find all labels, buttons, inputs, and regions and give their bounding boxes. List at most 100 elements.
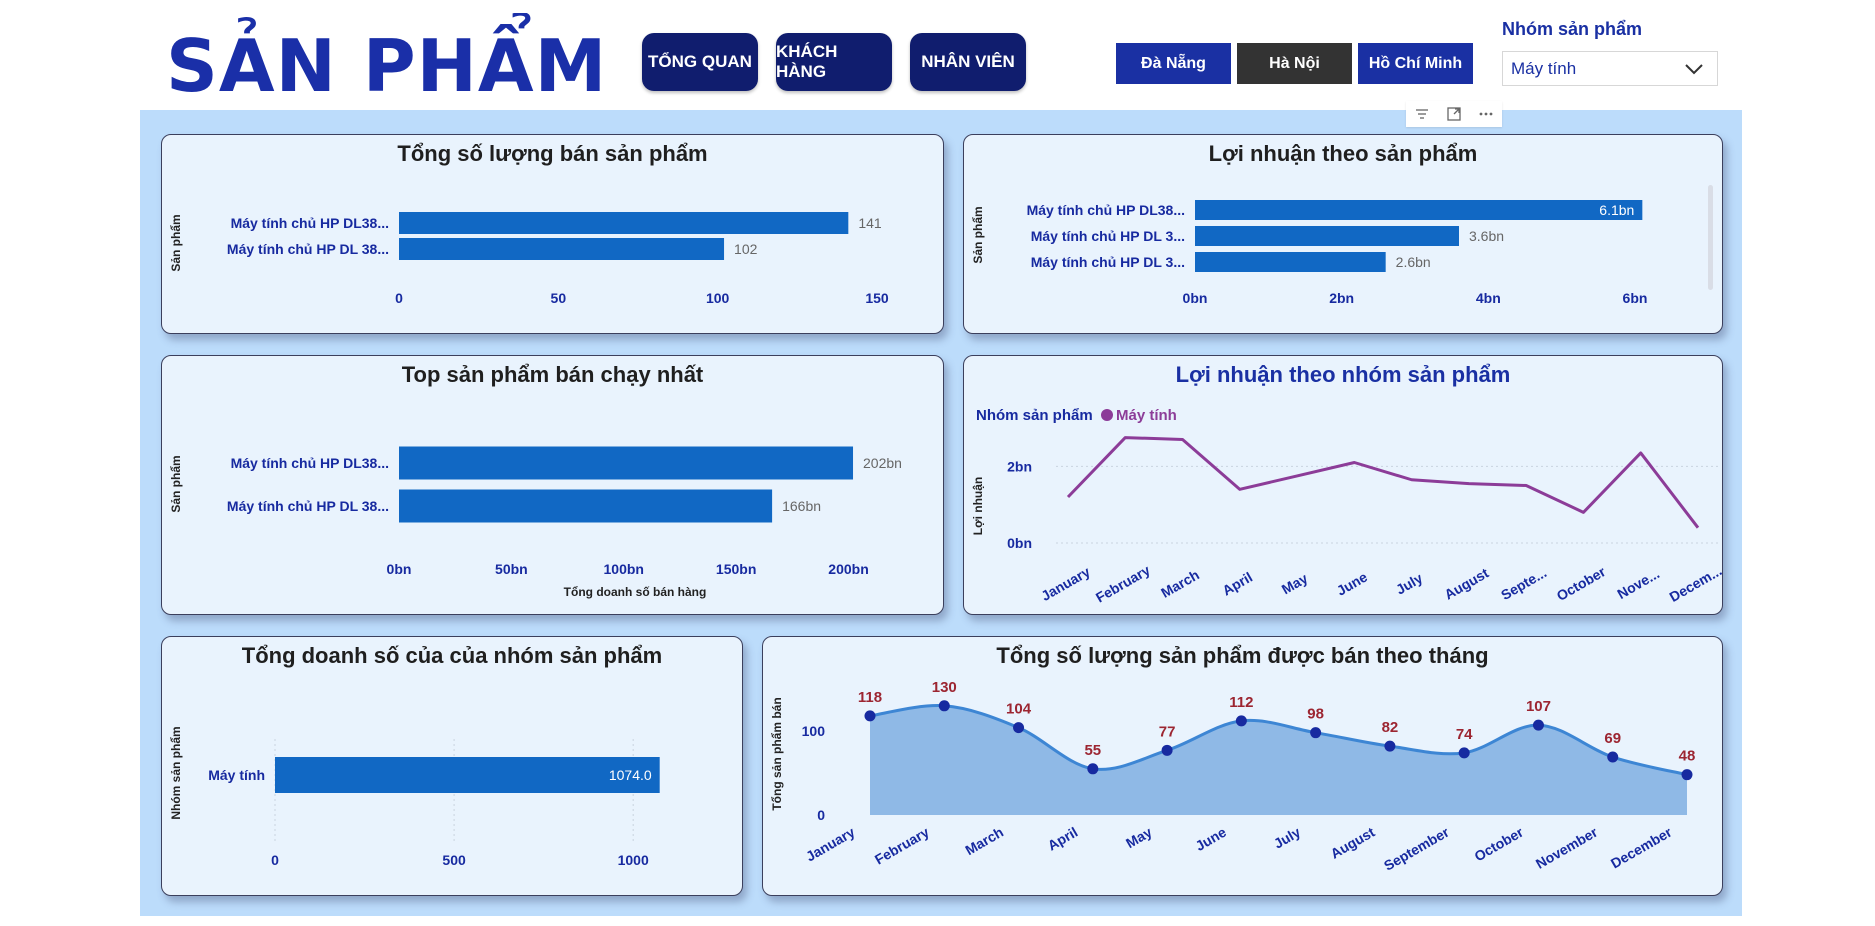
chart-title-profit-by-group: Lợi nhuận theo nhóm sản phẩm bbox=[1175, 362, 1511, 387]
filter-icon[interactable] bbox=[1413, 105, 1431, 123]
dropdown-value: Máy tính bbox=[1511, 58, 1577, 78]
x-tick-label-3: 6bn bbox=[1623, 290, 1648, 306]
chart-title-top-sellers: Top sản phẩm bán chạy nhất bbox=[401, 362, 704, 387]
category-label-1: Máy tính chủ HP DL 38... bbox=[227, 241, 389, 257]
data-label-0: 118 bbox=[858, 689, 882, 706]
header-bar: SẢN PHẨM TỔNG QUAN KHÁCH HÀNG NHÂN VIÊN … bbox=[140, 13, 1742, 110]
x-tick-label-11: December bbox=[1608, 823, 1675, 871]
data-label-6: 98 bbox=[1307, 706, 1324, 723]
data-label-1: 166bn bbox=[782, 498, 821, 514]
data-point-1 bbox=[938, 700, 950, 712]
x-tick-label-0: 0 bbox=[395, 290, 403, 306]
y-axis-label: Sản phẩm bbox=[169, 214, 183, 271]
data-label-8: 74 bbox=[1456, 726, 1473, 743]
y-tick-label-0: 0bn bbox=[1007, 535, 1032, 551]
visual-toolbar bbox=[1406, 101, 1502, 127]
data-label-5: 112 bbox=[1229, 694, 1253, 711]
x-tick-label-7: August bbox=[1442, 565, 1492, 603]
panel-group-revenue: Tổng doanh số của của nhóm sản phẩm Nhóm… bbox=[161, 636, 743, 896]
city-button-da-nang[interactable]: Đà Nẵng bbox=[1116, 43, 1231, 84]
x-tick-label-6: July bbox=[1393, 570, 1425, 598]
x-tick-label-3: 150bn bbox=[716, 561, 756, 577]
x-tick-label-1: 2bn bbox=[1329, 290, 1354, 306]
bar-1 bbox=[1195, 226, 1459, 246]
data-label-0: 202bn bbox=[863, 455, 902, 471]
scrollbar[interactable] bbox=[1708, 185, 1713, 290]
chart-monthly-quantity: Tổng sản phẩm bán 0 100 118 January 130 Februa… bbox=[770, 679, 1695, 874]
panel-total-quantity: Tổng số lượng bán sản phẩm Sản phẩm Máy t… bbox=[161, 134, 944, 334]
chart-profit-by-product: Sản phẩm Máy tính chủ HP DL38... 6.1bn Máy … bbox=[971, 200, 1648, 306]
y-axis-label: Tổng sản phẩm bán bbox=[770, 697, 784, 810]
chart-title-group-revenue: Tổng doanh số của của nhóm sản phẩm bbox=[241, 643, 663, 668]
data-point-10 bbox=[1607, 751, 1619, 763]
focus-mode-icon[interactable] bbox=[1445, 105, 1463, 123]
y-axis-label: Lợi nhuận bbox=[971, 477, 985, 536]
data-point-11 bbox=[1681, 769, 1693, 781]
data-label-2: 2.6bn bbox=[1396, 254, 1431, 270]
city-button-ho-chi-minh[interactable]: Hồ Chí Minh bbox=[1358, 43, 1473, 84]
more-options-icon[interactable] bbox=[1477, 105, 1495, 123]
category-label-0: Máy tính chủ HP DL38... bbox=[231, 455, 389, 471]
nav-button-tong-quan[interactable]: TỔNG QUAN bbox=[642, 33, 758, 91]
legend-marker bbox=[1101, 409, 1113, 421]
y-tick-label-1: 2bn bbox=[1007, 458, 1032, 474]
x-tick-label-0: 0 bbox=[271, 852, 279, 868]
report-canvas: SẢN PHẨM TỔNG QUAN KHÁCH HÀNG NHÂN VIÊN … bbox=[140, 13, 1742, 916]
x-tick-label-11: Decem... bbox=[1667, 562, 1722, 605]
data-point-0 bbox=[864, 710, 876, 722]
bar-1 bbox=[399, 489, 773, 523]
data-label-9: 107 bbox=[1526, 698, 1551, 715]
data-label-1: 130 bbox=[932, 679, 957, 696]
y-axis-label: Sản phẩm bbox=[971, 206, 985, 263]
category-label-1: Máy tính chủ HP DL 3... bbox=[1031, 228, 1185, 244]
data-label-0: 6.1bn bbox=[1599, 202, 1634, 218]
series-line-m-y-t-nh bbox=[1066, 436, 1700, 529]
data-label-0: 1074.0 bbox=[609, 767, 652, 783]
area-fill bbox=[870, 705, 1687, 815]
data-label-0: 141 bbox=[858, 215, 882, 231]
x-axis-label: Tổng doanh số bán hàng bbox=[564, 585, 707, 599]
bar-0 bbox=[275, 757, 660, 793]
category-label-0: Máy tính bbox=[208, 767, 265, 783]
x-tick-label-2: 100 bbox=[706, 290, 730, 306]
panel-top-sellers: Top sản phẩm bán chạy nhất Sản phẩm Máy t… bbox=[161, 355, 944, 615]
x-tick-label-0: January bbox=[1038, 563, 1093, 604]
panel-monthly-quantity: Tổng số lượng sản phẩm được bán theo thá… bbox=[762, 636, 1723, 896]
x-tick-label-9: October bbox=[1554, 563, 1609, 604]
x-tick-label-10: November bbox=[1533, 823, 1601, 871]
chart-title-total-quantity: Tổng số lượng bán sản phẩm bbox=[397, 141, 708, 166]
x-tick-label-4: May bbox=[1279, 570, 1311, 598]
x-tick-label-1: February bbox=[1093, 562, 1153, 606]
x-tick-label-2: March bbox=[962, 824, 1006, 858]
legend-title: Nhóm sản phẩm bbox=[976, 407, 1093, 424]
x-tick-label-0: January bbox=[803, 824, 858, 865]
product-group-dropdown[interactable]: Máy tính bbox=[1502, 51, 1718, 86]
category-label-0: Máy tính chủ HP DL38... bbox=[1027, 202, 1185, 218]
x-tick-label-3: April bbox=[1045, 824, 1081, 854]
x-tick-label-4: 200bn bbox=[828, 561, 868, 577]
x-tick-label-2: 1000 bbox=[618, 852, 649, 868]
category-label-2: Máy tính chủ HP DL 3... bbox=[1031, 254, 1185, 270]
data-point-6 bbox=[1310, 727, 1322, 739]
category-label-1: Máy tính chủ HP DL 38... bbox=[227, 498, 389, 514]
x-tick-label-2: 100bn bbox=[604, 561, 644, 577]
x-tick-label-10: Nove... bbox=[1614, 565, 1662, 602]
x-tick-label-4: May bbox=[1123, 824, 1155, 852]
data-label-3: 55 bbox=[1084, 742, 1101, 759]
bar-0 bbox=[399, 212, 849, 234]
chart-title-profit-by-product: Lợi nhuận theo sản phẩm bbox=[1208, 141, 1478, 166]
bar-0 bbox=[399, 446, 854, 480]
nav-button-khach-hang[interactable]: KHÁCH HÀNG bbox=[776, 33, 892, 91]
data-label-10: 69 bbox=[1604, 730, 1621, 747]
category-label-0: Máy tính chủ HP DL38... bbox=[231, 215, 389, 231]
data-label-4: 77 bbox=[1159, 723, 1176, 740]
data-point-9 bbox=[1532, 719, 1544, 731]
bar-2 bbox=[1195, 252, 1386, 272]
slicer-label: Nhóm sản phẩm bbox=[1502, 19, 1643, 39]
chart-title-monthly-quantity: Tổng số lượng sản phẩm được bán theo thá… bbox=[996, 643, 1489, 668]
chevron-down-icon bbox=[1685, 63, 1703, 74]
nav-button-nhan-vien[interactable]: NHÂN VIÊN bbox=[910, 33, 1026, 91]
chart-profit-by-group: Nhóm sản phẩm Máy tính 0bn 2bn Lợi nhuận Janu… bbox=[971, 407, 1722, 606]
legend-entry: Máy tính bbox=[1116, 407, 1177, 424]
city-button-ha-noi[interactable]: Hà Nội bbox=[1237, 43, 1352, 84]
